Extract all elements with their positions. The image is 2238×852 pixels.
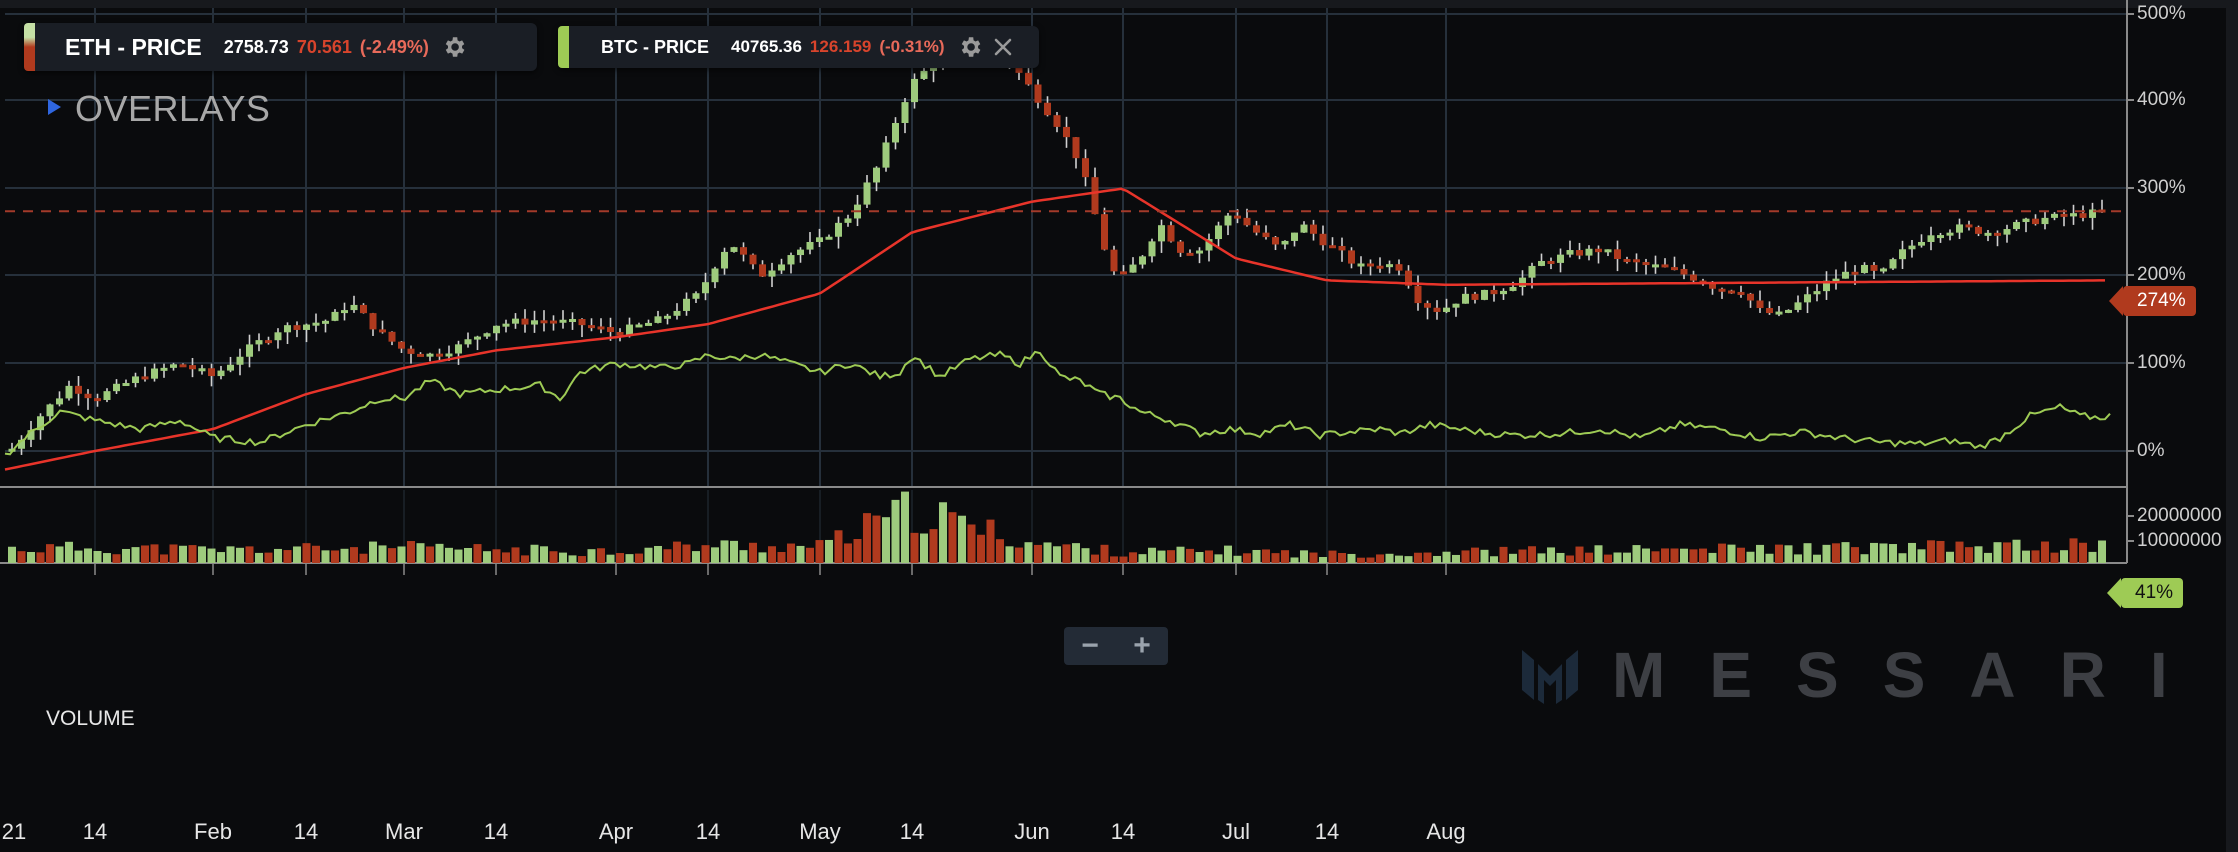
x-axis-tick-label: Aug xyxy=(1426,819,1466,844)
x-axis-tick-label: Apr xyxy=(598,819,634,844)
y-axis-tick-label: 10000000 xyxy=(2137,530,2222,551)
btc-price-legend[interactable]: BTC - PRICE 40765.36 126.159 (-0.31%) xyxy=(558,26,1039,68)
zoom-in-button[interactable]: + xyxy=(1133,629,1151,662)
watermark-text: MESSARI xyxy=(1612,639,2212,711)
triangle-right-icon xyxy=(48,99,61,115)
eth-price-legend[interactable]: ETH - PRICE 2758.73 70.561 (-2.49%) xyxy=(24,23,537,71)
gear-icon[interactable] xyxy=(957,34,983,60)
eth-last-value-badge: 274% xyxy=(2109,286,2196,316)
x-axis-tick-label: 14 xyxy=(1314,819,1340,844)
x-axis-tick-label: 14 xyxy=(899,819,925,844)
zoom-controls: − + xyxy=(1064,627,1168,665)
btc-last-value-badge: 41% xyxy=(2106,578,2184,608)
y-axis-tick-label: 0% xyxy=(2137,440,2165,461)
x-axis-tick-label: Mar xyxy=(385,819,423,844)
volume-panel-label: VOLUME xyxy=(46,707,135,730)
close-icon[interactable] xyxy=(991,35,1015,59)
btc-legend-change: 126.159 xyxy=(809,37,872,56)
btc-legend-change-pct: (-0.31%) xyxy=(879,37,945,56)
eth-legend-value: 2758.73 xyxy=(223,36,289,57)
x-axis-tick-label: 14 xyxy=(695,819,721,844)
btc-legend-value: 40765.36 xyxy=(731,37,802,56)
btc-legend-title: BTC - PRICE xyxy=(601,36,709,57)
messari-logo-icon xyxy=(1522,650,1578,704)
btc-color-swatch xyxy=(558,26,569,68)
x-axis-tick-label: May xyxy=(799,819,841,844)
x-axis-tick-label: 21 xyxy=(1,819,27,844)
x-axis-tick-label: 14 xyxy=(483,819,509,844)
overlays-toggle[interactable]: OVERLAYS xyxy=(48,88,270,130)
x-axis-tick-label: Jun xyxy=(1014,819,1050,844)
y-axis-tick-label: 20000000 xyxy=(2137,505,2222,526)
eth-legend-title: ETH - PRICE xyxy=(65,33,202,60)
eth-legend-change-pct: (-2.49%) xyxy=(359,36,429,57)
messari-watermark: MESSARI xyxy=(1520,638,2212,712)
x-axis-tick-label: Jul xyxy=(1221,819,1251,844)
eth-legend-change: 70.561 xyxy=(296,36,352,57)
zoom-out-button[interactable]: − xyxy=(1081,629,1099,662)
x-axis-tick-label: 14 xyxy=(293,819,319,844)
x-axis-tick-label: Feb xyxy=(194,819,232,844)
eth-color-swatch xyxy=(24,23,35,71)
y-axis-tick-label: 200% xyxy=(2137,264,2186,285)
x-axis-tick-label: 14 xyxy=(1110,819,1136,844)
right-edge-strip xyxy=(2226,0,2238,852)
x-axis-tick-label: 14 xyxy=(82,819,108,844)
y-axis-tick-label: 400% xyxy=(2137,89,2186,110)
y-axis-tick-label: 300% xyxy=(2137,177,2186,198)
y-axis-tick-label: 100% xyxy=(2137,352,2186,373)
overlays-label: OVERLAYS xyxy=(75,88,271,129)
gear-icon[interactable] xyxy=(441,34,467,60)
y-axis-tick-label: 500% xyxy=(2137,3,2186,24)
